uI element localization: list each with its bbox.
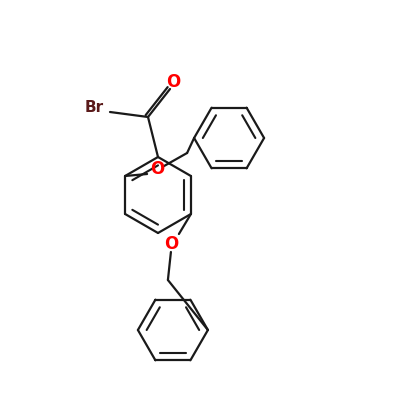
Text: O: O [150, 160, 164, 178]
Text: O: O [164, 235, 178, 253]
Text: O: O [166, 73, 180, 91]
Text: Br: Br [84, 100, 104, 114]
